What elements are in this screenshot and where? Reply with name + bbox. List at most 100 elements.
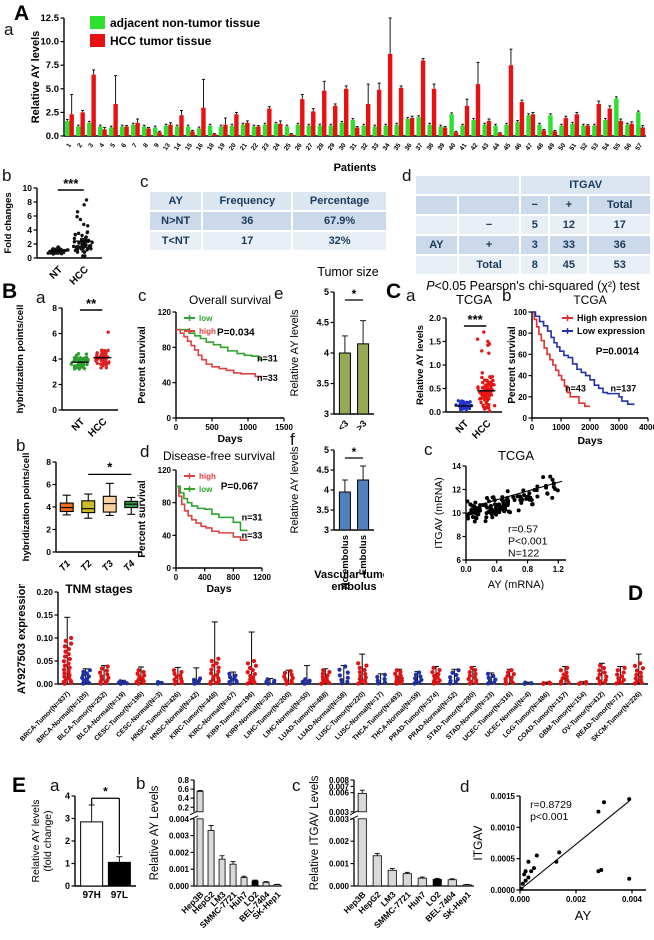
svg-text:0.004: 0.004 xyxy=(622,895,643,904)
svg-text:13: 13 xyxy=(162,142,172,152)
svg-text:TCGA: TCGA xyxy=(573,293,606,307)
svg-text:high: high xyxy=(199,327,216,336)
svg-text:0.4: 0.4 xyxy=(491,565,503,574)
svg-text:0.001: 0.001 xyxy=(329,860,350,869)
table-cell: 17 xyxy=(587,214,652,236)
table-cell: Total xyxy=(456,254,522,276)
svg-text:1.0: 1.0 xyxy=(429,360,441,370)
svg-text:48: 48 xyxy=(535,142,545,152)
table-cell: 5 xyxy=(519,214,551,236)
svg-text:Relative ITGAV Levels: Relative ITGAV Levels xyxy=(309,775,321,890)
svg-text:hybridization points/cell: hybridization points/cell xyxy=(15,305,26,414)
svg-text:n=33: n=33 xyxy=(257,373,278,383)
svg-text:4: 4 xyxy=(98,142,106,149)
svg-text:Embolus: Embolus xyxy=(358,535,369,575)
ay-cell-lines-bar: 0.000 0.001 0.002 0.003 0.004 0.2 0.4 0.6 0.8 Rel… xyxy=(148,774,286,940)
svg-text:38: 38 xyxy=(426,142,436,152)
svg-text:NT: NT xyxy=(70,416,87,433)
svg-text:3.5: 3.5 xyxy=(316,505,329,515)
table-cell: Frequency xyxy=(201,190,294,212)
table-cell: 53 xyxy=(587,254,652,276)
svg-text:r=0.8729: r=0.8729 xyxy=(530,799,572,811)
svg-text:0.001: 0.001 xyxy=(169,865,190,874)
disease-free-survival-km: Disease-free survival 0 40 80 120 0 400 800 1200… xyxy=(136,448,292,595)
svg-text:120: 120 xyxy=(158,466,172,475)
svg-text:0.15: 0.15 xyxy=(36,610,53,620)
svg-text:0: 0 xyxy=(174,573,179,582)
svg-text:2.5: 2.5 xyxy=(46,107,60,118)
svg-text:44: 44 xyxy=(492,142,502,152)
svg-text:TCGA: TCGA xyxy=(456,292,492,307)
svg-text:NT: NT xyxy=(48,264,65,281)
97h-97l-bar: 0 1 2 3 4 Relative AY levels (fold change) 97H 9… xyxy=(30,782,148,908)
svg-text:*: * xyxy=(352,287,357,301)
svg-text:0.000: 0.000 xyxy=(510,895,531,904)
svg-text:N=122: N=122 xyxy=(508,547,539,559)
Cb-svg: TCGA02040608010001000200030004000DaysPer… xyxy=(507,293,654,447)
svg-text:P=0.067: P=0.067 xyxy=(221,482,259,493)
panel-C-label: C xyxy=(386,280,402,303)
svg-text:0: 0 xyxy=(523,414,528,423)
svg-text:0.002: 0.002 xyxy=(329,837,350,846)
table-row: T<NT 17 32% xyxy=(147,230,388,252)
Eb-svg: 0.000 0.001 0.002 0.003 0.004 0.20.40.60.8 Rel… xyxy=(149,776,283,930)
svg-text:26: 26 xyxy=(294,142,304,152)
table-cell: − xyxy=(519,194,551,216)
itgav-cell-lines-bar: 0.000 0.001 0.002 0.003 0.003 0.006 0.007 0.008… xyxy=(308,774,478,940)
svg-text:adjacent non-tumor tissue: adjacent non-tumor tissue xyxy=(110,16,260,30)
Cc-svg: TCGA 6 8 10 12 14 0.0 0.4 0.8 1.2 AY (mRNA) ITGAV (… xyxy=(433,448,566,591)
svg-text:15: 15 xyxy=(184,142,194,152)
svg-text:1.2: 1.2 xyxy=(553,565,565,574)
svg-text:0.003: 0.003 xyxy=(329,808,350,817)
svg-text:7.5: 7.5 xyxy=(46,60,60,71)
svg-text:*: * xyxy=(107,459,113,474)
svg-text:Relative AY levels: Relative AY levels xyxy=(289,309,301,397)
svg-text:0.0015: 0.0015 xyxy=(491,792,516,801)
ay-frequency-table: AY Frequency Percentage N>NT 36 67.9% T<NT 17 32… xyxy=(147,190,388,252)
panel-Ed-label: d xyxy=(460,777,470,796)
svg-text:4: 4 xyxy=(52,354,57,364)
tumor-size-bar: Tumor size 3 3.5 4 4.5 5 Relative AY levels <3 >… xyxy=(288,264,384,440)
svg-text:5: 5 xyxy=(324,287,329,297)
table-cell xyxy=(456,194,522,216)
svg-text:49: 49 xyxy=(546,142,556,152)
svg-text:Tumor size: Tumor size xyxy=(317,265,378,279)
panel-E-label: E xyxy=(12,774,27,797)
svg-text:34: 34 xyxy=(382,142,392,152)
table-cell: Percentage xyxy=(291,190,388,212)
svg-text:2: 2 xyxy=(46,525,51,535)
svg-text:42: 42 xyxy=(470,142,480,152)
Ba-svg: 0 2 4 6 8 hybridization points/cell NT HCC ** xyxy=(15,296,118,439)
svg-text:3: 3 xyxy=(87,142,95,149)
svg-text:25: 25 xyxy=(283,142,293,152)
panel-Cc-label: c xyxy=(424,440,433,459)
svg-text:0.6: 0.6 xyxy=(178,785,190,794)
svg-text:43: 43 xyxy=(481,142,491,152)
panel-Ca-label: a xyxy=(406,286,416,305)
panel-Aa-label: a xyxy=(4,20,14,39)
panel-Eb-label: b xyxy=(136,774,146,793)
svg-text:0.4: 0.4 xyxy=(178,794,190,803)
svg-text:Relative AY levels: Relative AY levels xyxy=(30,31,42,124)
table-cell: 32% xyxy=(291,230,388,252)
svg-text:4.5: 4.5 xyxy=(316,318,329,328)
svg-text:8: 8 xyxy=(142,142,150,149)
table-caption: P<0.05 Pearson's chi-squared (χ²) test xyxy=(426,279,640,293)
svg-text:0.0010: 0.0010 xyxy=(491,823,516,832)
svg-text:19: 19 xyxy=(217,142,227,152)
svg-text:0.003: 0.003 xyxy=(329,815,350,824)
Bf-svg: 3 3.5 4 4.5 5 Relative AY levels No embolus Emb… xyxy=(289,445,394,593)
svg-text:Relative AY levels: Relative AY levels xyxy=(289,446,301,534)
svg-text:AY927503 expression: AY927503 expression xyxy=(16,584,28,694)
svg-text:p<0.001: p<0.001 xyxy=(530,811,568,823)
svg-text:8: 8 xyxy=(27,197,32,207)
panel-Ad-label: d xyxy=(402,166,412,185)
svg-text:n=43: n=43 xyxy=(565,384,586,394)
svg-text:0: 0 xyxy=(65,881,70,891)
svg-text:Percent survival: Percent survival xyxy=(507,326,518,403)
svg-text:1000: 1000 xyxy=(552,423,570,432)
svg-text:52: 52 xyxy=(579,142,589,152)
svg-text:14: 14 xyxy=(452,462,461,471)
svg-text:1200: 1200 xyxy=(253,573,271,582)
